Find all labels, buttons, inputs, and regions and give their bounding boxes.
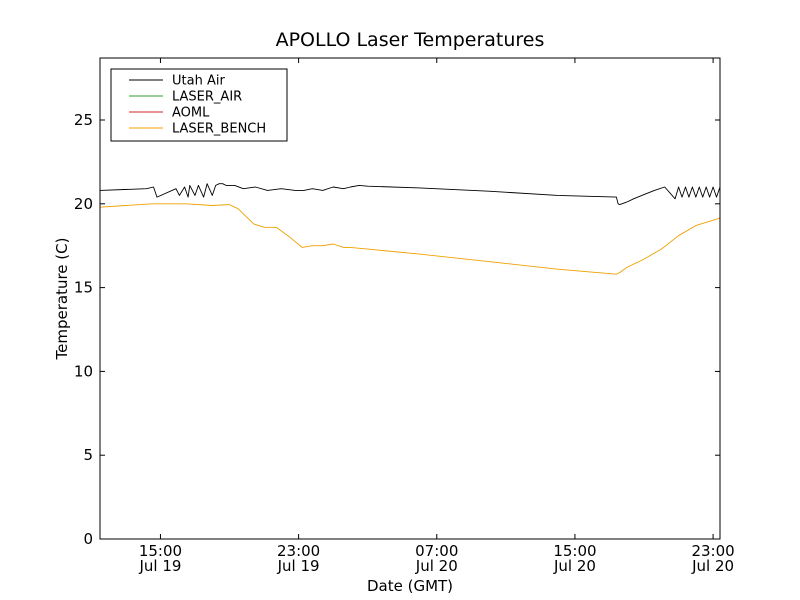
x-tick-label-date: Jul 19 xyxy=(277,557,320,575)
x-tick-label-time: 23:00 xyxy=(277,542,320,560)
legend-label-aoml: AOML xyxy=(172,106,210,121)
x-tick-label-date: Jul 20 xyxy=(415,557,458,575)
y-tick-label: 0 xyxy=(83,530,93,548)
x-tick-label-time: 23:00 xyxy=(691,542,734,560)
x-tick-label-date: Jul 19 xyxy=(138,557,181,575)
x-tick-label-time: 07:00 xyxy=(415,542,458,560)
y-tick-label: 5 xyxy=(83,446,93,464)
plot-frame xyxy=(99,57,721,540)
legend-label-laser-bench: LASER_BENCH xyxy=(172,122,266,137)
x-axis-label: Date (GMT) xyxy=(367,577,453,595)
y-axis-label: Temperature (C) xyxy=(53,238,71,361)
series-layer xyxy=(99,183,721,275)
legend-label-utah-air: Utah Air xyxy=(172,74,225,89)
legend-label-laser-air: LASER_AIR xyxy=(172,90,242,105)
x-tick-label-time: 15:00 xyxy=(139,542,182,560)
y-tick-label: 10 xyxy=(74,362,93,380)
legend-box xyxy=(110,68,288,142)
x-tick-label-date: Jul 20 xyxy=(553,557,596,575)
series-line-utah-air xyxy=(99,183,721,206)
y-tick-label: 15 xyxy=(74,279,93,297)
chart-title: APOLLO Laser Temperatures xyxy=(276,29,545,51)
x-tick-label-date: Jul 20 xyxy=(691,557,734,575)
x-tick-label-time: 15:00 xyxy=(553,542,596,560)
series-line-laser-bench xyxy=(99,203,721,275)
y-tick-label: 25 xyxy=(74,111,93,129)
y-tick-label: 20 xyxy=(74,195,93,213)
